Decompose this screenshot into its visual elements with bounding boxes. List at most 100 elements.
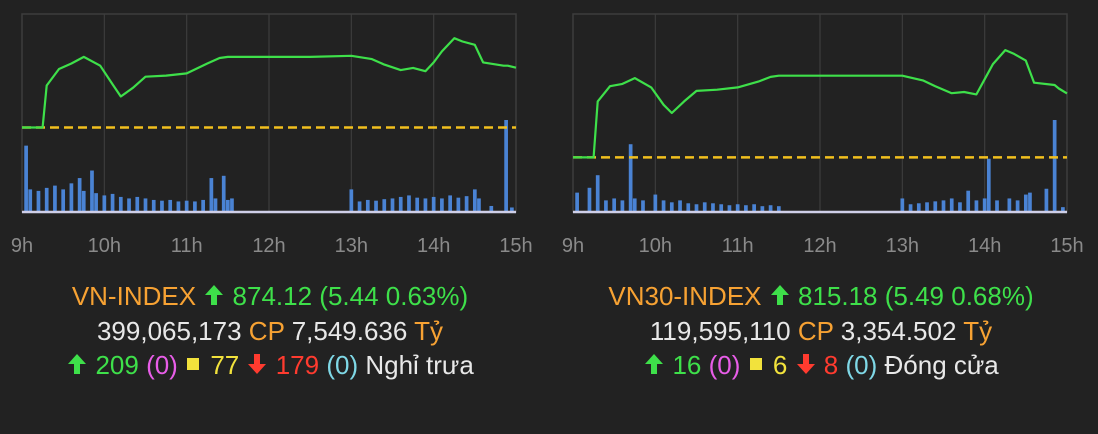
volume-bar xyxy=(127,198,131,212)
volume-bar xyxy=(735,204,740,212)
volume-bar xyxy=(752,204,756,212)
x-tick-label: 13h xyxy=(335,235,368,257)
volume-value: 399,065,173 xyxy=(96,316,242,346)
vn30-volume-row: 119,595,110 CP 3,354.502 Tỷ xyxy=(551,316,1091,347)
volume-bar xyxy=(118,196,123,212)
up-arrow-icon xyxy=(770,285,789,305)
volume-bar xyxy=(374,200,378,212)
turnover-value: 3,354.502 xyxy=(840,316,957,346)
volume-bar xyxy=(686,203,691,212)
x-tick-label: 9h xyxy=(11,235,33,257)
vn30-panel: 9h 10h 11h 12h 13h 14h 15h VN30-INDEX 815.18 (… xyxy=(551,0,1091,434)
vnindex-panel: 9h 10h 11h 12h 13h 14h 15h VN-INDEX 874.12 (5.… xyxy=(0,0,540,434)
volume-bar xyxy=(1015,200,1020,212)
volume-bar xyxy=(477,198,481,212)
volume-bar xyxy=(587,187,592,212)
volume-bar xyxy=(176,201,181,212)
index-value: 815.18 xyxy=(797,281,878,311)
index-name: VN30-INDEX xyxy=(608,281,762,311)
index-name: VN-INDEX xyxy=(71,281,197,311)
turnover-unit: Tỷ xyxy=(414,316,444,346)
volume-bar xyxy=(678,200,682,212)
decliners-count: 8 xyxy=(823,350,839,380)
volume-bar xyxy=(390,198,395,212)
volume-bar xyxy=(221,175,226,212)
volume-bar xyxy=(472,189,477,212)
index-value: 874.12 xyxy=(232,281,313,311)
volume-bar xyxy=(900,198,905,212)
vn30-breadth-row: 16 (0) 6 8 (0) Đóng cửa xyxy=(551,350,1091,381)
volume-bar xyxy=(201,199,205,212)
advancers-count: 16 xyxy=(672,350,702,380)
volume-bar xyxy=(102,195,107,212)
volume-bar xyxy=(916,203,921,212)
x-tick-label: 12h xyxy=(803,235,836,257)
volume-bar xyxy=(982,198,987,212)
up-arrow-icon xyxy=(205,285,224,305)
x-tick-label: 10h xyxy=(88,235,121,257)
unchanged-square-icon xyxy=(749,358,762,370)
volume-bar xyxy=(711,203,715,212)
volume-bar xyxy=(612,198,617,212)
volume-bar xyxy=(489,205,494,212)
volume-bar xyxy=(1052,120,1057,212)
volume-bar xyxy=(958,202,962,212)
volume-bar xyxy=(213,198,218,212)
volume-bar xyxy=(933,201,938,212)
x-tick-label: 11h xyxy=(722,235,754,257)
x-tick-label: 14h xyxy=(417,235,450,257)
volume-bar xyxy=(69,183,74,212)
unchanged-count: 6 xyxy=(772,350,788,380)
index-change: (5.44 0.63%) xyxy=(319,281,469,311)
volume-bar xyxy=(632,198,637,212)
x-tick-label: 13h xyxy=(886,235,919,257)
volume-bar xyxy=(727,205,732,212)
volume-bar xyxy=(94,193,98,212)
volume-bar xyxy=(744,205,748,212)
volume-bar xyxy=(510,207,514,212)
volume-bar xyxy=(966,190,971,212)
volume-bar xyxy=(628,144,633,212)
vn30-chart: 9h 10h 11h 12h 13h 14h 15h xyxy=(562,13,1084,257)
turnover-unit: Tỷ xyxy=(963,316,993,346)
floor-count: (0) xyxy=(326,350,359,380)
volume-bar xyxy=(110,193,115,212)
volume-bar xyxy=(77,178,82,212)
vnindex-breadth-row: 209 (0) 77 179 (0) Nghỉ trưa xyxy=(0,350,540,381)
volume-unit: CP xyxy=(248,316,285,346)
volume-bar xyxy=(464,196,469,212)
volume-bar xyxy=(702,202,707,212)
x-tick-label: 11h xyxy=(171,235,203,257)
x-tick-label: 10h xyxy=(639,235,672,257)
volume-bar xyxy=(36,190,41,212)
volume-bar xyxy=(1044,188,1049,212)
volume-unit: CP xyxy=(797,316,834,346)
x-tick-label: 12h xyxy=(252,235,285,257)
volume-bar xyxy=(423,198,428,212)
decliners-count: 179 xyxy=(275,350,320,380)
volume-bar xyxy=(653,194,658,212)
volume-bar xyxy=(143,198,148,212)
ceiling-count: (0) xyxy=(146,350,178,380)
volume-bar xyxy=(81,190,86,212)
floor-count: (0) xyxy=(845,350,878,380)
down-arrow-icon xyxy=(796,354,815,374)
volume-bar xyxy=(209,178,214,212)
volume-bar xyxy=(1023,194,1028,212)
volume-bar xyxy=(776,206,781,212)
up-arrow-icon xyxy=(645,354,664,374)
volume-bar xyxy=(925,202,929,212)
turnover-value: 7,549.636 xyxy=(291,316,408,346)
x-tick-label: 9h xyxy=(562,235,584,257)
volume-bar xyxy=(160,200,164,212)
price-line xyxy=(22,37,517,129)
volume-bar xyxy=(620,200,625,212)
advancers-count: 209 xyxy=(95,350,139,380)
vnindex-volume-row: 399,065,173 CP 7,549.636 Tỷ xyxy=(0,316,540,347)
volume-bar xyxy=(995,200,999,212)
volume-bar xyxy=(941,200,946,212)
volume-bar xyxy=(641,200,645,212)
volume-bar xyxy=(193,201,197,212)
unchanged-count: 77 xyxy=(210,350,240,380)
volume-bar xyxy=(604,200,608,212)
